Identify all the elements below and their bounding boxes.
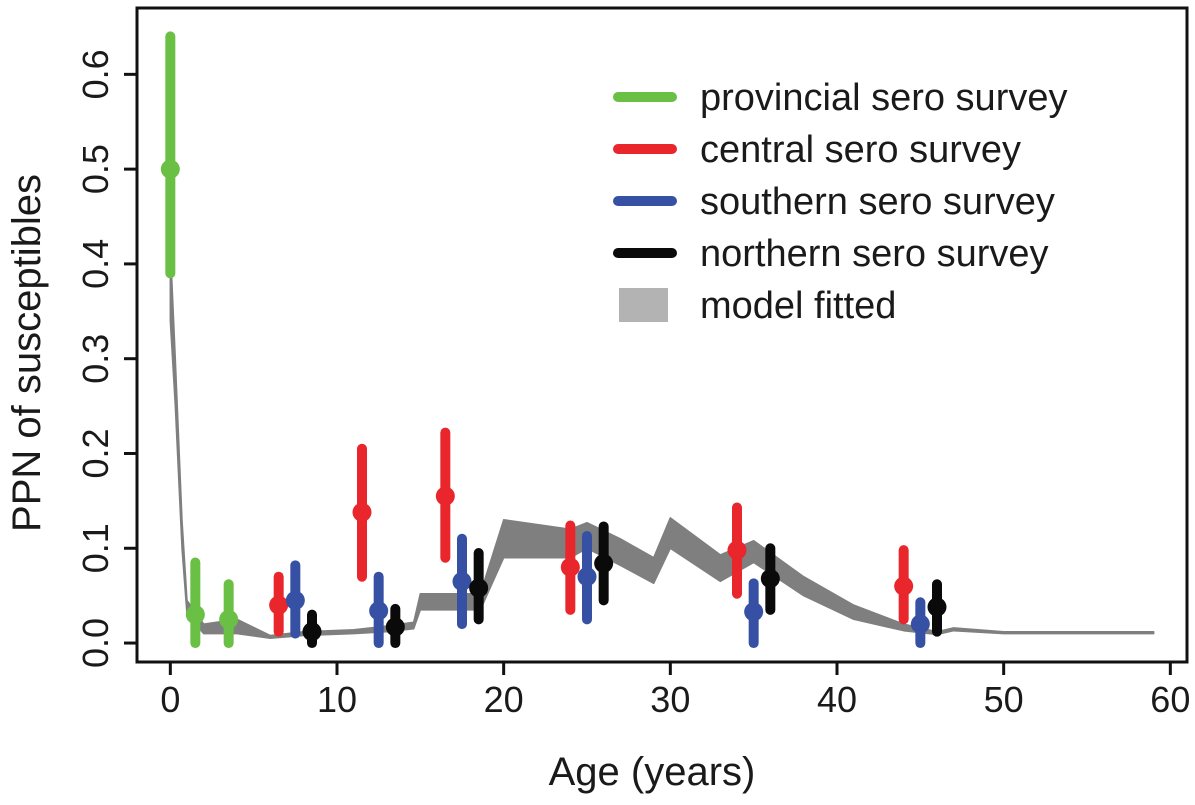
data-point bbox=[285, 590, 305, 610]
x-tick-label: 50 bbox=[984, 679, 1024, 720]
legend: provincial sero survey central sero surve… bbox=[613, 77, 1067, 327]
y-tick-label: 0.2 bbox=[75, 428, 116, 478]
data-point bbox=[185, 605, 205, 625]
legend-label: central sero survey bbox=[700, 129, 1021, 171]
data-point bbox=[560, 557, 580, 577]
x-tick-label: 0 bbox=[160, 679, 180, 720]
x-tick-label: 10 bbox=[317, 679, 357, 720]
legend-label: model fitted bbox=[700, 285, 896, 327]
data-point bbox=[352, 502, 372, 522]
y-tick-label: 0.3 bbox=[75, 334, 116, 384]
y-tick-label: 0.5 bbox=[75, 144, 116, 194]
data-point bbox=[894, 576, 914, 596]
points-layer bbox=[160, 31, 947, 649]
series-2 bbox=[285, 530, 930, 649]
legend-swatch-model bbox=[619, 288, 668, 322]
data-point bbox=[594, 553, 614, 573]
data-point bbox=[927, 597, 947, 617]
plot-frame bbox=[135, 6, 1189, 664]
y-tick-label: 0.4 bbox=[75, 239, 116, 289]
data-point bbox=[910, 614, 930, 634]
x-tick-label: 40 bbox=[817, 679, 857, 720]
data-point bbox=[744, 602, 764, 622]
y-tick-label: 0.1 bbox=[75, 523, 116, 573]
data-point bbox=[727, 540, 747, 560]
legend-label: northern sero survey bbox=[700, 233, 1049, 275]
data-point bbox=[435, 486, 455, 506]
x-tick-label: 30 bbox=[650, 679, 690, 720]
y-axis-title: PPN of susceptibles bbox=[5, 174, 49, 532]
data-point bbox=[160, 159, 180, 179]
data-point bbox=[369, 601, 389, 621]
data-point bbox=[385, 617, 405, 637]
series-1 bbox=[269, 427, 914, 637]
x-axis-title: Age (years) bbox=[549, 750, 756, 794]
y-tick-label: 0.6 bbox=[75, 49, 116, 99]
data-point bbox=[269, 595, 289, 615]
data-point bbox=[469, 578, 489, 598]
legend-label: southern sero survey bbox=[700, 181, 1055, 223]
data-point bbox=[760, 569, 780, 589]
legend-label: provincial sero survey bbox=[700, 77, 1067, 119]
data-point bbox=[302, 622, 322, 642]
series-3 bbox=[302, 521, 947, 649]
y-tick-label: 0.0 bbox=[75, 618, 116, 668]
series-0 bbox=[160, 31, 239, 649]
x-tick-label: 60 bbox=[1150, 679, 1190, 720]
data-point bbox=[219, 609, 239, 629]
x-tick-label: 20 bbox=[484, 679, 524, 720]
axes-layer: 0 10 20 30 40 50 60 0.0 0.1 0.2 0.3 0.4 0.5 0.6 bbox=[75, 6, 1190, 720]
data-point bbox=[452, 571, 472, 591]
data-point bbox=[577, 567, 597, 587]
